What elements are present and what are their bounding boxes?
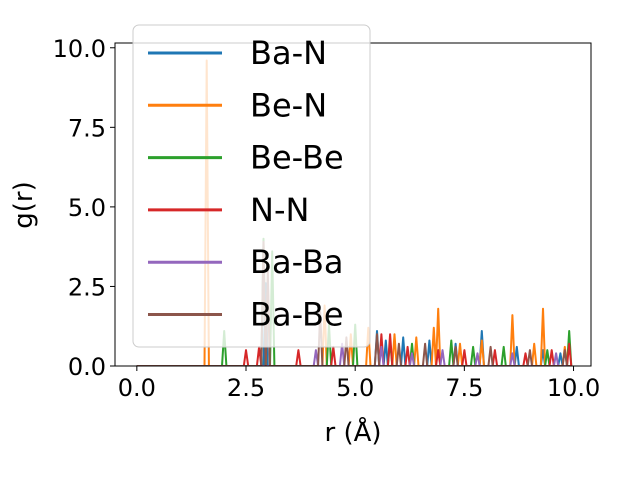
legend-label-ba-n: Ba-N [250, 34, 327, 72]
series-line-n-n [136, 333, 573, 366]
legend-label-be-be: Be-Be [250, 139, 344, 177]
y-tick-label: 5.0 [68, 194, 106, 222]
x-tick-label: 10.0 [547, 374, 600, 402]
legend-label-n-n: N-N [250, 191, 309, 229]
x-tick-label: 7.5 [445, 374, 483, 402]
series-line-ba-be [136, 240, 570, 366]
y-axis-label: g(r) [9, 181, 39, 228]
x-axis-ticks: 0.0 2.5 5.0 7.5 10.0 [118, 366, 600, 402]
x-tick-label: 5.0 [336, 374, 374, 402]
y-tick-label: 10.0 [53, 35, 106, 63]
legend-label-ba-ba: Ba-Ba [250, 243, 344, 281]
series-line-ba-ba [136, 342, 570, 366]
x-tick-label: 0.0 [118, 374, 156, 402]
legend-label-ba-be: Ba-Be [250, 296, 344, 334]
x-tick-label: 2.5 [227, 374, 265, 402]
legend: Ba-N Be-N Be-Be N-N Ba-Ba Ba-Be [132, 24, 371, 348]
y-tick-label: 2.5 [68, 273, 106, 301]
y-tick-label: 0.0 [68, 353, 106, 381]
legend-label-be-n: Be-N [250, 86, 327, 124]
x-axis-label: r (Å) [324, 416, 381, 448]
y-tick-label: 7.5 [68, 114, 106, 142]
y-axis-ticks: 0.0 2.5 5.0 7.5 10.0 [53, 35, 115, 381]
